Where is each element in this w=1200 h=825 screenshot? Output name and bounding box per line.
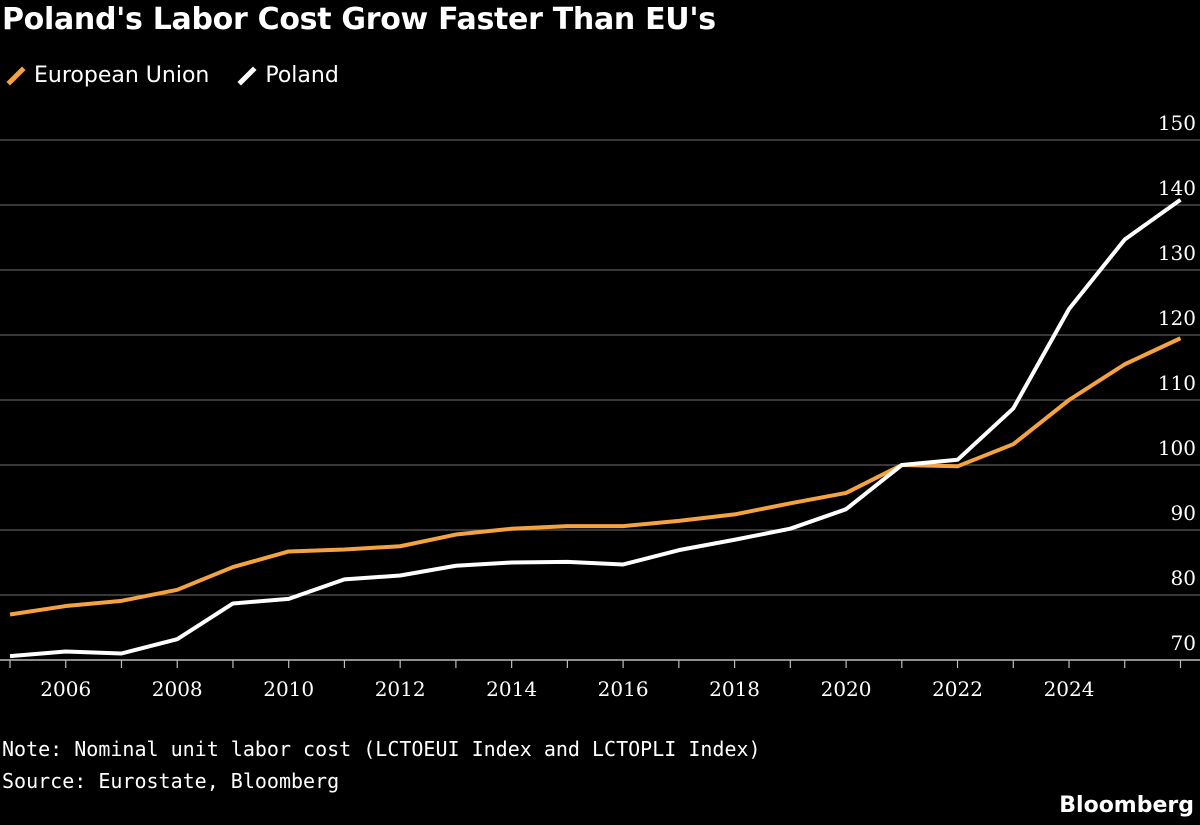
y-tick-label-130: 130 [1158,241,1196,265]
chart-title: Poland's Labor Cost Grow Faster Than EU'… [2,2,716,37]
y-tick-label-120: 120 [1158,306,1196,330]
legend-item-european-union: European Union [4,60,209,90]
x-tick-label-2020: 2020 [821,677,872,701]
y-tick-label-140: 140 [1158,176,1196,200]
legend-label-european-union: European Union [34,62,210,88]
y-tick-label-100: 100 [1158,436,1196,460]
footnote-source: Source: Eurostate, Bloomberg [2,769,340,793]
series-line-european-union [9,336,1182,617]
x-tick-label-2024: 2024 [1044,677,1095,701]
x-tick-labels: 2006 2008 2010 2012 2014 2016 2018 2020 2022 2024 [40,677,1094,701]
bloomberg-logo: Bloomberg [1059,793,1194,818]
series-line-poland [9,198,1182,659]
x-axis [0,659,1200,668]
y-tick-label-150: 150 [1158,111,1196,135]
legend-swatch-poland [237,66,257,86]
y-tick-label-110: 110 [1158,371,1196,395]
x-tick-label-2012: 2012 [375,677,426,701]
series-lines [9,198,1182,659]
x-tick-label-2022: 2022 [932,677,983,701]
chart-legend: European Union Poland [4,60,365,90]
y-tick-label-70: 70 [1171,631,1196,655]
legend-item-poland: Poland [235,60,339,90]
y-tick-label-90: 90 [1171,501,1196,525]
footnote: Note: Nominal unit labor cost (LCTOEUI I… [2,733,761,797]
x-tick-label-2018: 2018 [709,677,760,701]
grid-lines [0,139,1200,596]
footnote-note: Note: Nominal unit labor cost (LCTOEUI I… [2,737,761,761]
line-chart: 70 80 90 100 110 120 130 140 150 2006 2008 2010 201… [0,111,1200,701]
legend-label-poland: Poland [265,62,339,88]
x-tick-label-2014: 2014 [486,677,537,701]
x-tick-label-2016: 2016 [598,677,649,701]
y-tick-labels: 70 80 90 100 110 120 130 140 150 [1158,111,1196,655]
legend-swatch-european-union [6,66,26,86]
x-tick-label-2010: 2010 [263,677,314,701]
x-tick-label-2006: 2006 [40,677,91,701]
x-tick-label-2008: 2008 [152,677,203,701]
y-tick-label-80: 80 [1171,566,1196,590]
